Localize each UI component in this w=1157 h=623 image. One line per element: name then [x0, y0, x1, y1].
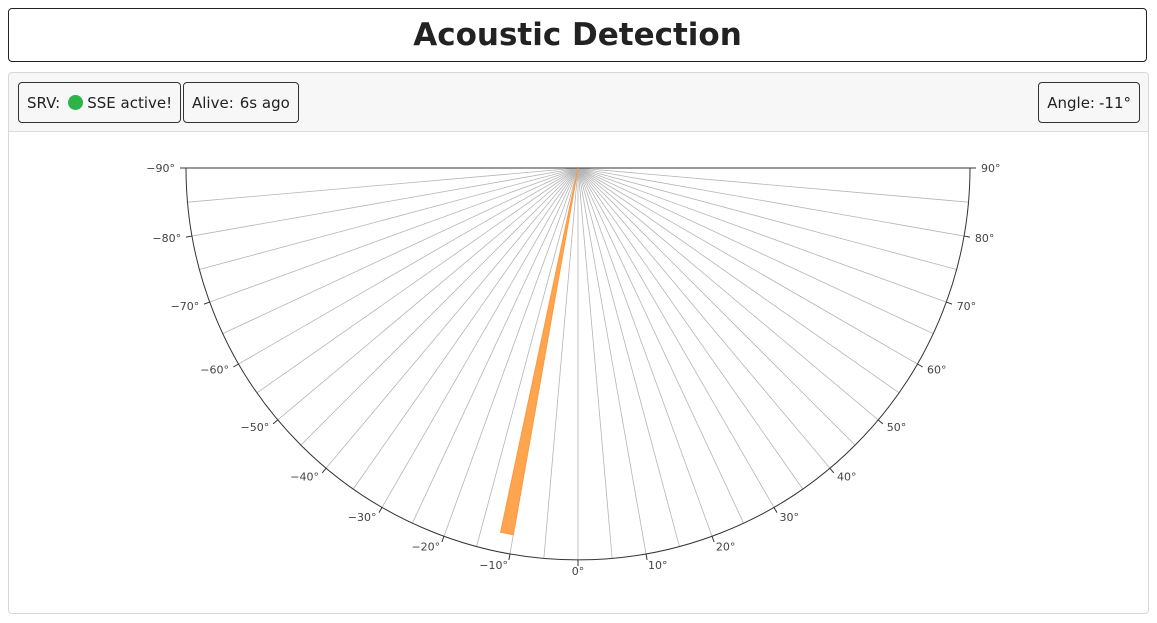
grid-spoke [443, 167, 579, 537]
grid-spoke [352, 167, 579, 490]
grid-spoke [577, 167, 613, 559]
grid-spoke [577, 167, 713, 537]
page-title: Acoustic Detection [413, 17, 742, 53]
tick-mark [203, 301, 210, 305]
grid-spoke [577, 167, 918, 365]
grid-spoke [577, 167, 969, 203]
tick-label: 10° [648, 559, 668, 572]
outer-arc [185, 167, 971, 561]
tick-label: −70° [171, 300, 200, 313]
sse-status-text: SSE active! [87, 93, 173, 112]
grid-spoke [187, 167, 579, 203]
tick-mark [441, 536, 445, 543]
detection-beam [499, 167, 579, 536]
grid-spoke [577, 167, 879, 421]
srv-label: SRV: [27, 93, 61, 112]
tick-mark [946, 301, 953, 305]
grid-spoke [577, 167, 900, 394]
grid-spoke [577, 167, 745, 524]
tick-label: 90° [981, 162, 1001, 175]
status-dot-icon [68, 95, 84, 110]
tick-mark [233, 363, 239, 368]
grid-spoke [238, 167, 579, 365]
alive-value: 6s ago [239, 93, 290, 112]
grid-spoke [411, 167, 579, 524]
tick-mark [963, 235, 971, 238]
alive-badge: Alive: 6s ago [183, 82, 299, 123]
tick-label: −40° [290, 471, 319, 484]
tick-label: −20° [411, 541, 440, 554]
tick-label: 40° [837, 471, 857, 484]
tick-label: −90° [146, 162, 175, 175]
tick-mark [185, 235, 193, 238]
tick-label: 20° [716, 541, 736, 554]
tick-mark [508, 553, 511, 561]
tick-label: 50° [887, 421, 907, 434]
grid-spoke [577, 167, 856, 446]
tick-mark [711, 536, 715, 543]
tick-mark [645, 553, 648, 561]
angle-value: -11° [1099, 93, 1131, 112]
grid-spoke [577, 167, 775, 508]
grid-spoke [577, 167, 947, 303]
tick-mark [378, 507, 383, 513]
tick-label: 30° [780, 511, 800, 524]
grid-spoke [476, 167, 579, 547]
tick-label: −50° [241, 421, 270, 434]
grid-spoke [256, 167, 579, 394]
grid-spoke [577, 167, 831, 469]
tick-mark [829, 467, 835, 474]
tick-mark [272, 419, 279, 425]
grid-spoke [222, 167, 579, 335]
tick-label: 80° [975, 232, 995, 245]
angle-badge: Angle: -11° [1038, 82, 1140, 123]
tick-mark [877, 419, 884, 425]
server-status-badge: SRV: SSE active! [18, 82, 182, 123]
tick-label: −80° [152, 232, 181, 245]
grid-spoke [277, 167, 579, 421]
grid-spoke [381, 167, 579, 508]
tick-label: −60° [200, 364, 229, 377]
tick-label: 0° [572, 565, 585, 578]
grid-spoke [577, 167, 934, 335]
grid-spoke [577, 167, 804, 490]
grid-spoke [577, 167, 957, 270]
grid-spoke [325, 167, 579, 469]
tick-label: 60° [927, 364, 947, 377]
tick-label: −30° [348, 511, 377, 524]
angle-label: Angle: [1047, 93, 1095, 112]
tick-mark [773, 507, 778, 513]
header-bar: Acoustic Detection [8, 8, 1147, 62]
tick-mark [917, 363, 923, 368]
grid-spoke [543, 167, 579, 559]
grid-spoke [577, 167, 680, 547]
alive-label: Alive: [192, 93, 234, 112]
tick-mark [321, 467, 327, 474]
grid-spoke [209, 167, 579, 303]
status-toolbar: SRV: SSE active! Alive: 6s ago Angle: -1… [9, 73, 1148, 132]
grid-spoke [577, 167, 965, 237]
grid-spoke [300, 167, 579, 446]
tick-label: 70° [957, 300, 977, 313]
grid-spoke [199, 167, 579, 270]
tick-label: −10° [479, 559, 508, 572]
grid-spoke [577, 167, 647, 555]
grid-spoke [191, 167, 579, 237]
detection-panel: SRV: SSE active! Alive: 6s ago Angle: -1… [8, 72, 1149, 614]
